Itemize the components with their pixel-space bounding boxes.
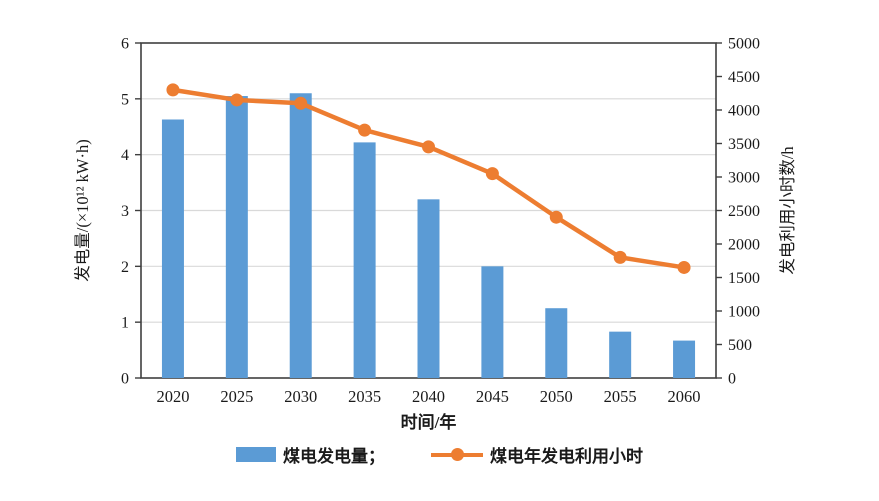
line-marker-2025: [230, 93, 244, 107]
legend-dot-mark: [451, 448, 464, 461]
chart-canvas: 0 1 2 3 4 5 6 0 500 1000 1500 2000 2500 3000 3500 4000 4…: [73, 36, 797, 433]
left-axis-tick-label: 3: [121, 203, 129, 220]
line-marker-2020: [166, 83, 180, 97]
bar-swatch-icon: [236, 447, 276, 462]
bar-2030: [289, 93, 312, 378]
bar-2045: [481, 266, 504, 378]
line-marker-2055: [613, 250, 627, 264]
left-axis-tick-label: 0: [121, 371, 129, 388]
right-axis-tick-label: 4000: [728, 103, 760, 120]
right-axis-tick-label: 2000: [728, 237, 760, 254]
x-axis-tick-label: 2025: [220, 387, 253, 406]
right-axis-tick-label: 1000: [728, 304, 760, 321]
right-axis-tick-label: 3500: [728, 136, 760, 153]
left-axis-tick-label: 4: [121, 147, 129, 164]
right-axis-tick-label: 0: [728, 371, 736, 388]
x-axis-tick-label: 2055: [604, 387, 637, 406]
legend-item-generation: 煤电发电量；: [236, 442, 385, 467]
right-axis-title: 发电利用小时数/h: [778, 146, 797, 275]
chart-legend: 煤电发电量； 煤电年发电利用小时: [0, 442, 879, 467]
right-axis-tick-label: 4500: [728, 69, 760, 86]
bar-2025: [225, 96, 248, 379]
left-axis-tick-label: 2: [121, 259, 129, 276]
right-axis-tick-label: 3000: [728, 170, 760, 187]
x-axis-tick-label: 2040: [412, 387, 445, 406]
left-axis-tick-label: 5: [121, 91, 129, 108]
x-axis-title: 时间/年: [401, 412, 457, 432]
left-axis-title: 发电量/(×10¹² kW·h): [73, 139, 92, 281]
right-axis-tick-label: 2500: [728, 203, 760, 220]
line-dot-swatch-icon: [431, 447, 483, 462]
line-marker-2035: [358, 123, 372, 137]
left-axis-tick-label: 6: [121, 36, 129, 53]
line-marker-2040: [422, 140, 435, 154]
bar-2055: [609, 331, 632, 378]
legend-label-utilization-hours: 煤电年发电利用小时: [490, 447, 643, 466]
x-axis-tick-label: 2030: [284, 387, 317, 406]
bar-2020: [161, 119, 184, 378]
right-axis-tick-label: 1500: [728, 270, 760, 287]
left-axis-tick-label: 1: [121, 315, 129, 332]
x-axis-tick-label: 2035: [348, 387, 381, 406]
right-axis-tick-label: 500: [728, 337, 752, 354]
x-axis-tick-label: 2045: [476, 387, 509, 406]
bar-2050: [545, 308, 568, 378]
bar-2035: [353, 142, 376, 378]
x-axis-tick-label: 2050: [540, 387, 573, 406]
line-marker-2030: [294, 96, 308, 110]
bar-2060: [673, 340, 696, 378]
right-axis-tick-label: 5000: [728, 36, 760, 53]
line-marker-2045: [485, 167, 499, 181]
x-axis-tick-label: 2060: [668, 387, 701, 406]
x-axis-tick-label: 2020: [156, 387, 189, 406]
legend-item-utilization-hours: 煤电年发电利用小时: [431, 442, 643, 467]
legend-label-generation: 煤电发电量；: [283, 447, 385, 466]
line-marker-2050: [549, 210, 563, 224]
line-marker-2060: [677, 260, 691, 274]
bar-2040: [417, 199, 440, 378]
